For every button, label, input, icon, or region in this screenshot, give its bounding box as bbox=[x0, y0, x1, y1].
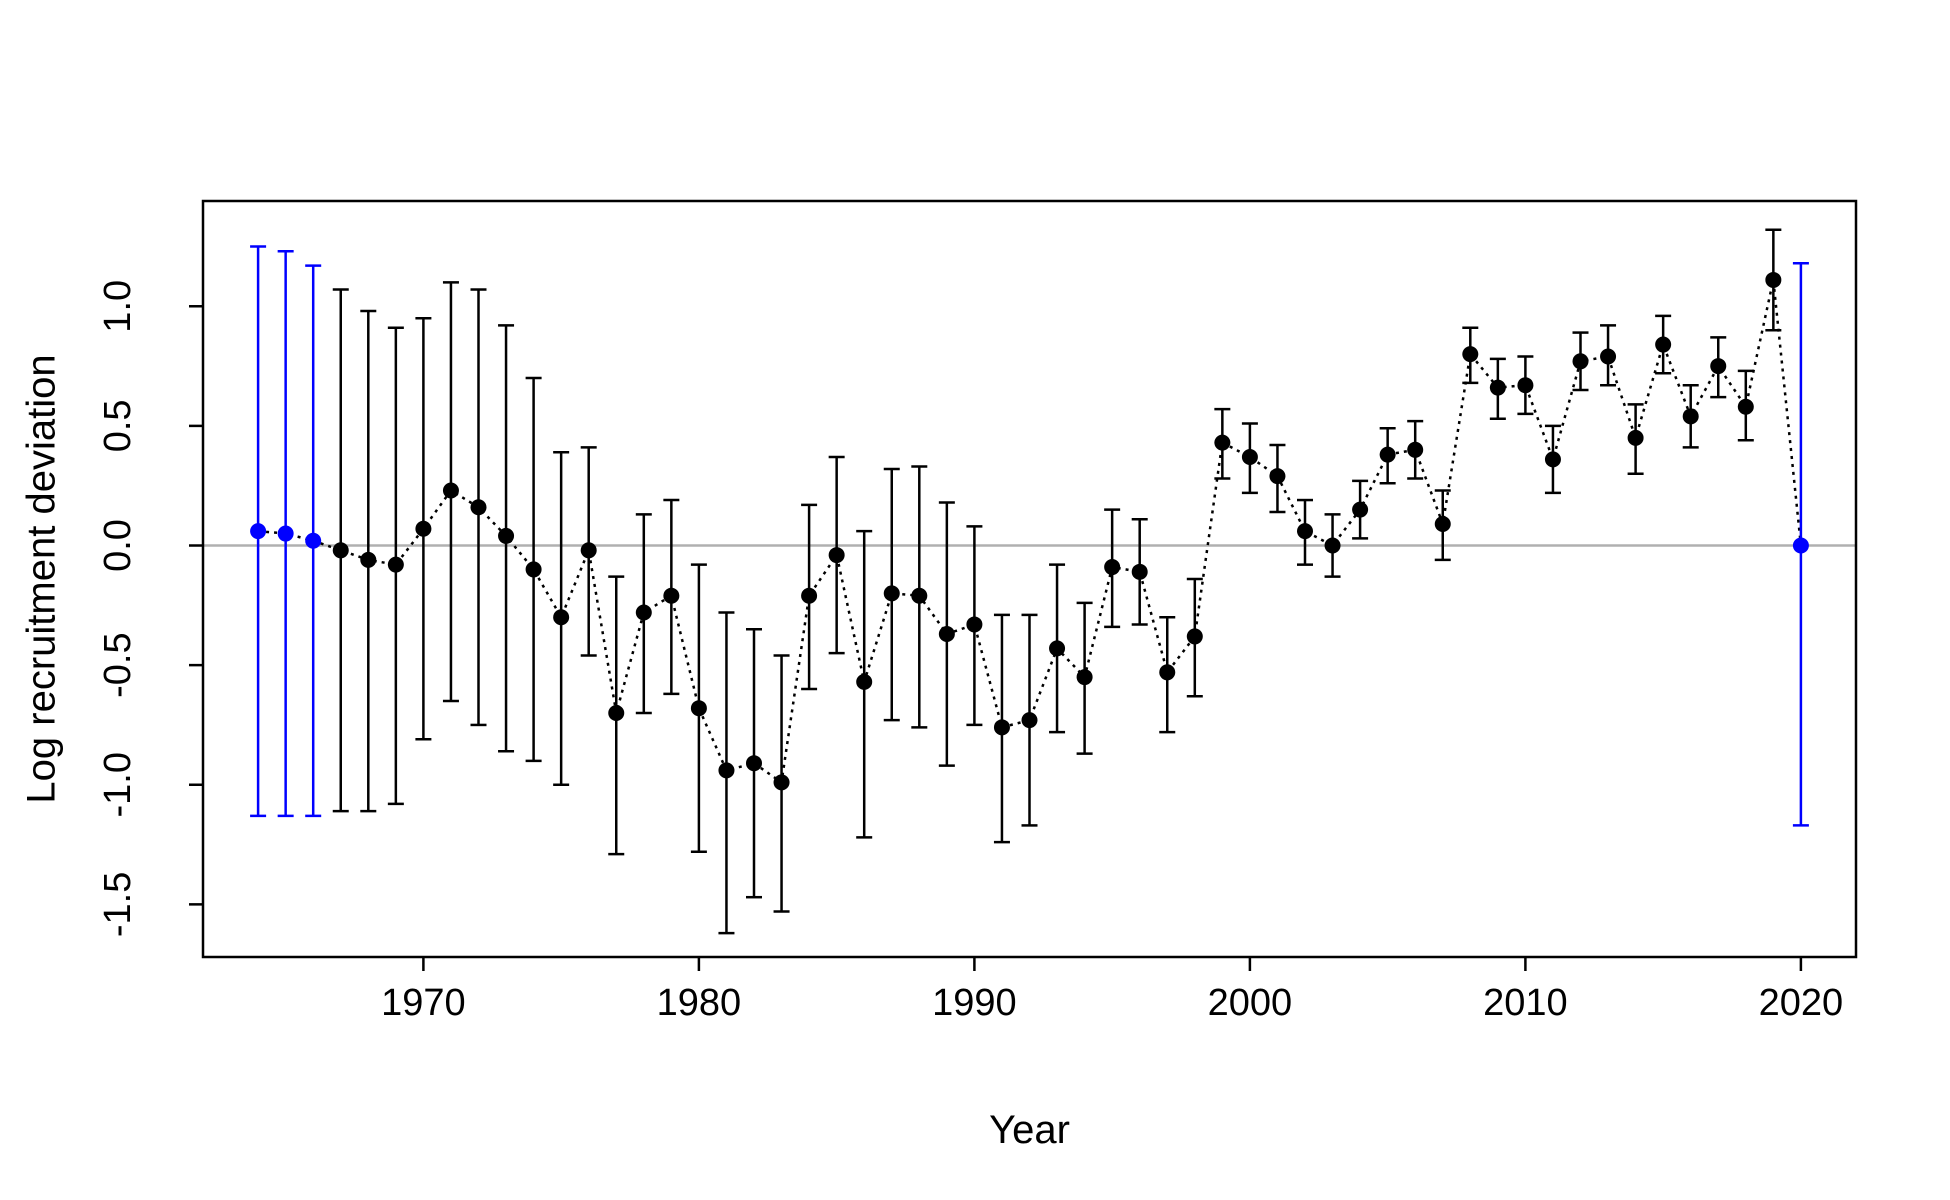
data-point-2010 bbox=[1517, 377, 1534, 394]
data-point-1964 bbox=[250, 523, 267, 540]
data-point-2015 bbox=[1655, 336, 1672, 353]
data-point-1998 bbox=[1186, 628, 1203, 645]
data-point-2014 bbox=[1627, 429, 1644, 446]
data-point-1975 bbox=[553, 609, 570, 626]
data-point-1985 bbox=[828, 547, 845, 564]
x-axis-title: Year bbox=[989, 1108, 1070, 1152]
data-point-2018 bbox=[1737, 398, 1754, 415]
data-point-2012 bbox=[1572, 353, 1589, 370]
x-tick-label-1990: 1990 bbox=[932, 982, 1017, 1024]
data-point-1999 bbox=[1214, 434, 1231, 451]
data-point-2017 bbox=[1710, 358, 1727, 375]
data-point-2013 bbox=[1600, 348, 1617, 365]
data-point-2003 bbox=[1324, 537, 1341, 554]
data-point-2006 bbox=[1407, 441, 1424, 458]
data-point-1995 bbox=[1104, 559, 1121, 576]
data-point-1967 bbox=[332, 542, 349, 559]
data-point-1980 bbox=[690, 700, 707, 717]
data-point-1976 bbox=[580, 542, 597, 559]
data-point-2020 bbox=[1792, 537, 1809, 554]
x-tick-label-2000: 2000 bbox=[1208, 982, 1293, 1024]
data-point-1968 bbox=[360, 551, 377, 568]
data-point-1986 bbox=[856, 673, 873, 690]
y-tick-label-2: -0.5 bbox=[97, 632, 139, 697]
data-point-1990 bbox=[966, 616, 983, 633]
data-point-1970 bbox=[415, 520, 432, 537]
data-point-1988 bbox=[911, 587, 928, 604]
x-tick-label-2020: 2020 bbox=[1759, 982, 1844, 1024]
data-point-2005 bbox=[1379, 446, 1396, 463]
x-tick-label-1970: 1970 bbox=[381, 982, 466, 1024]
data-point-1971 bbox=[442, 482, 459, 499]
x-tick-label-1980: 1980 bbox=[657, 982, 742, 1024]
series-layer bbox=[257, 279, 1803, 785]
data-point-1982 bbox=[746, 755, 762, 772]
data-point-1973 bbox=[498, 527, 515, 544]
data-point-1972 bbox=[470, 499, 487, 516]
data-point-2008 bbox=[1462, 346, 1479, 363]
data-point-2009 bbox=[1489, 379, 1506, 396]
data-point-2004 bbox=[1352, 501, 1369, 518]
data-point-1979 bbox=[663, 587, 680, 604]
y-tick-label-4: 0.5 bbox=[97, 399, 139, 452]
y-axis-title: Log recruitment deviation bbox=[20, 354, 64, 803]
data-point-1974 bbox=[525, 561, 542, 578]
data-point-1997 bbox=[1159, 664, 1176, 681]
data-point-1989 bbox=[938, 626, 955, 643]
data-point-1966 bbox=[305, 532, 322, 549]
x-tick-label-2010: 2010 bbox=[1483, 982, 1568, 1024]
data-point-1992 bbox=[1021, 712, 1038, 729]
data-point-2011 bbox=[1544, 451, 1561, 468]
point-layer bbox=[250, 271, 1809, 791]
data-point-1983 bbox=[773, 774, 790, 791]
y-axis: -1.5 -1.0 -0.5 0.0 0.5 1.0 bbox=[97, 280, 203, 937]
data-point-1991 bbox=[993, 719, 1010, 736]
y-tick-label-0: -1.5 bbox=[97, 872, 139, 937]
x-axis: 1970 1980 1990 2000 2010 2020 bbox=[381, 957, 1843, 1024]
y-tick-label-5: 1.0 bbox=[97, 280, 139, 333]
data-point-1987 bbox=[883, 585, 900, 602]
data-point-2001 bbox=[1269, 468, 1286, 485]
data-point-1996 bbox=[1131, 563, 1148, 580]
data-point-1978 bbox=[635, 604, 652, 621]
y-tick-label-3: 0.0 bbox=[97, 519, 139, 572]
data-point-1969 bbox=[387, 556, 404, 573]
series-line-0 bbox=[257, 279, 1803, 785]
data-point-1993 bbox=[1049, 640, 1066, 657]
data-point-1984 bbox=[801, 587, 818, 604]
data-point-2019 bbox=[1765, 271, 1782, 288]
data-point-2007 bbox=[1434, 515, 1451, 532]
data-point-1981 bbox=[718, 762, 735, 779]
y-tick-label-1: -1.0 bbox=[97, 752, 139, 817]
plot-frame bbox=[201, 199, 1858, 959]
data-point-1965 bbox=[277, 525, 294, 542]
data-point-2002 bbox=[1297, 523, 1313, 540]
data-point-2016 bbox=[1682, 408, 1699, 425]
data-point-1994 bbox=[1076, 669, 1093, 686]
data-point-1977 bbox=[608, 704, 625, 721]
data-point-2000 bbox=[1241, 448, 1258, 465]
